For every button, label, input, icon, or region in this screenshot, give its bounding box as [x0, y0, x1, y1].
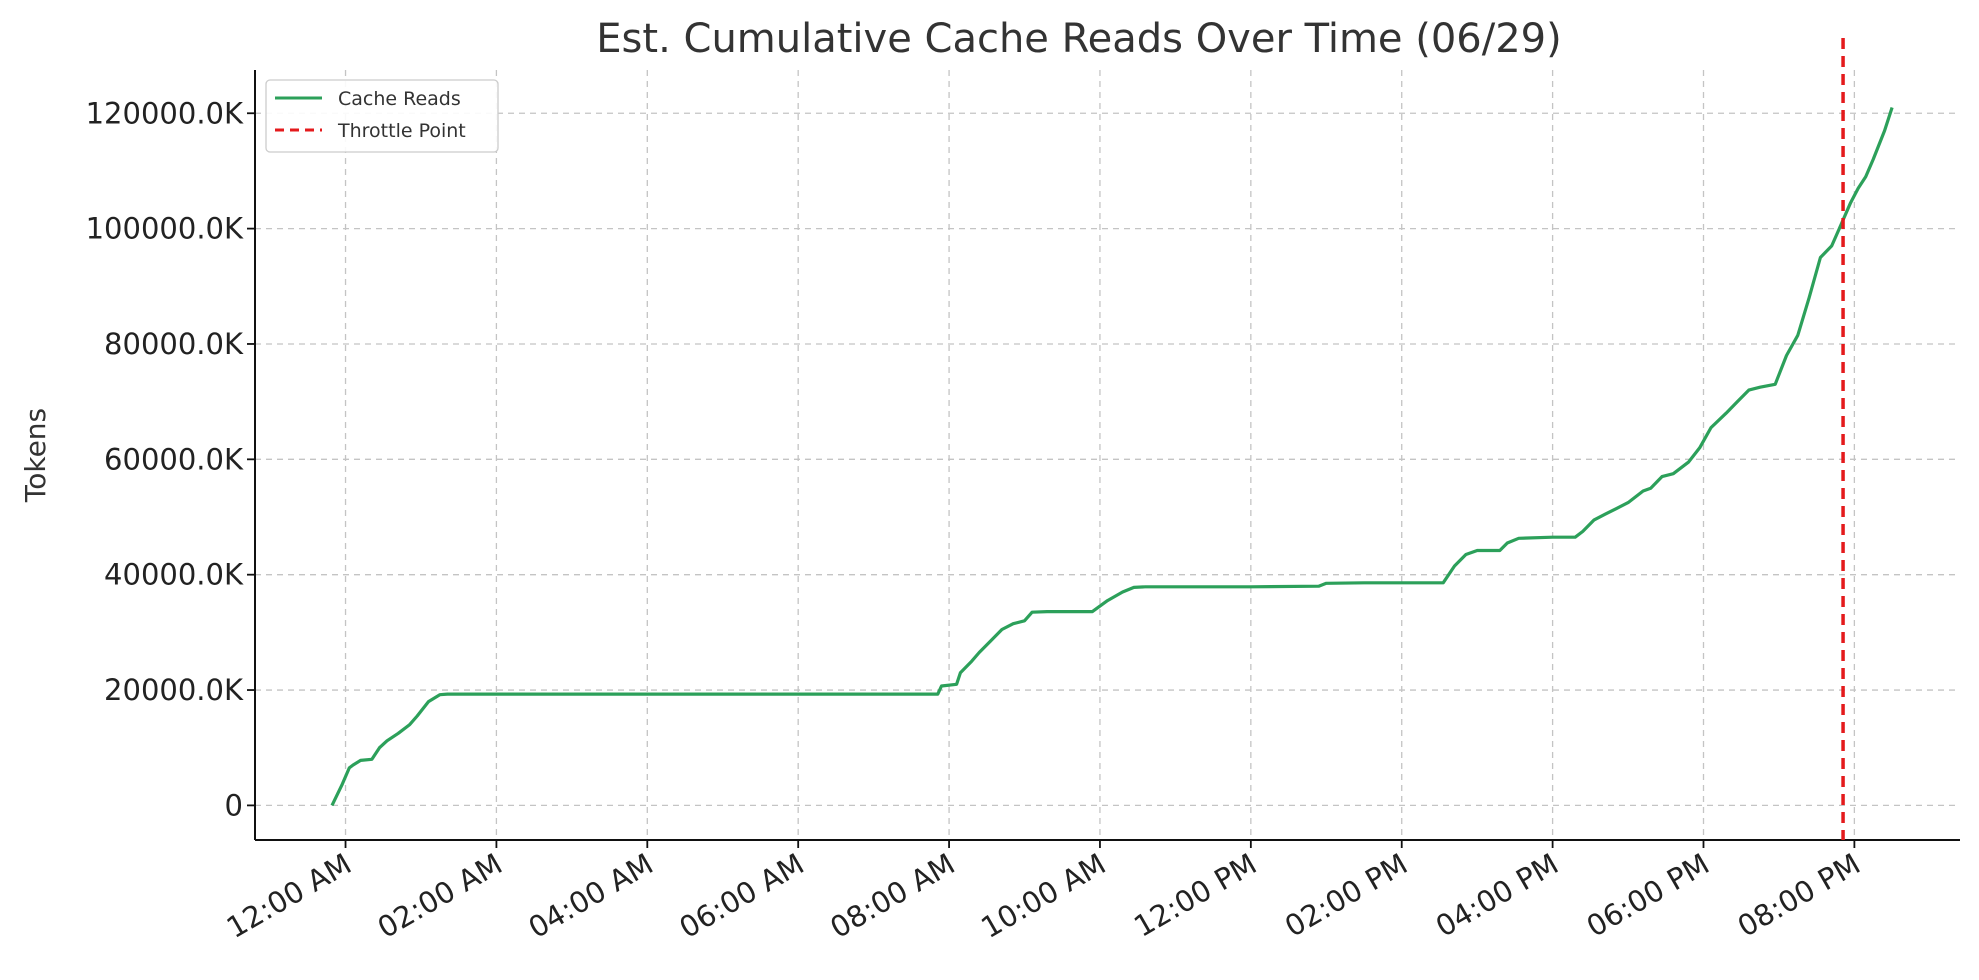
axes	[247, 70, 1960, 848]
legend: Cache Reads Throttle Point	[265, 79, 499, 153]
x-tick-label: 02:00 AM	[372, 847, 508, 945]
y-tick-label: 40000.0K	[104, 558, 244, 592]
y-axis-label: Tokens	[19, 408, 52, 503]
x-tick-label: 12:00 AM	[221, 847, 357, 945]
x-tick-label: 04:00 PM	[1430, 847, 1564, 944]
y-tick-label: 60000.0K	[104, 442, 244, 476]
tick-labels: 0 20000.0K 40000.0K 60000.0K 80000.0K 100000.…	[86, 96, 1866, 945]
x-tick-label: 02:00 PM	[1279, 847, 1413, 944]
series-layer	[330, 38, 1894, 840]
legend-label-cache-reads: Cache Reads	[338, 88, 461, 110]
x-tick-label: 08:00 PM	[1732, 847, 1866, 944]
x-tick-label: 06:00 PM	[1581, 847, 1715, 944]
y-tick-label: 0	[225, 788, 243, 822]
chart-title: Est. Cumulative Cache Reads Over Time (0…	[596, 16, 1561, 62]
x-tick-label: 04:00 AM	[523, 847, 659, 945]
y-tick-label: 20000.0K	[104, 673, 244, 707]
x-tick-label: 12:00 PM	[1128, 847, 1262, 944]
y-tick-label: 120000.0K	[86, 96, 244, 130]
y-tick-label: 80000.0K	[104, 327, 244, 361]
grid-lines	[255, 70, 1960, 840]
x-tick-label: 08:00 AM	[824, 847, 960, 945]
legend-box	[265, 79, 499, 153]
legend-label-throttle-point: Throttle Point	[337, 120, 466, 142]
cache-reads-line	[330, 107, 1894, 807]
y-tick-label: 100000.0K	[86, 212, 244, 246]
x-tick-label: 10:00 AM	[975, 847, 1111, 945]
x-tick-label: 06:00 AM	[673, 847, 809, 945]
